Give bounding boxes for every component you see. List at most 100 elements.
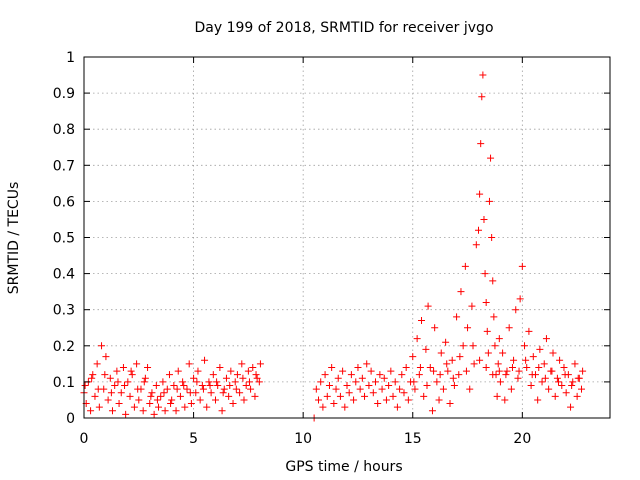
data-point <box>396 385 404 393</box>
data-point <box>330 400 338 408</box>
data-point <box>126 392 134 400</box>
data-point <box>488 234 496 241</box>
data-point <box>343 382 351 390</box>
data-point <box>466 385 474 393</box>
data-point <box>117 389 125 397</box>
data-point <box>236 389 244 397</box>
data-point <box>444 367 452 375</box>
data-point <box>507 385 515 393</box>
data-point <box>240 396 248 404</box>
data-point <box>475 226 482 234</box>
data-point <box>380 374 388 382</box>
data-point <box>398 371 406 379</box>
data-point <box>409 353 417 361</box>
data-point <box>426 363 434 371</box>
data-point <box>127 367 135 375</box>
data-point <box>439 385 447 393</box>
data-point <box>121 382 129 390</box>
data-point <box>472 241 480 249</box>
y-tick-label: 0.4 <box>53 267 75 283</box>
data-point <box>420 392 428 400</box>
data-point <box>554 378 562 386</box>
grid <box>84 57 610 418</box>
data-point <box>328 363 336 371</box>
data-point <box>134 385 142 393</box>
data-point <box>242 382 250 390</box>
data-point <box>146 400 154 408</box>
data-point <box>568 382 576 390</box>
data-point <box>159 378 167 386</box>
data-point <box>461 262 469 270</box>
data-point <box>579 367 587 375</box>
data-point <box>312 385 320 393</box>
y-tick-label: 0.3 <box>53 303 75 319</box>
data-point <box>98 342 106 350</box>
y-tick-label: 0.7 <box>53 158 75 174</box>
data-point <box>336 392 344 400</box>
data-point <box>201 356 209 364</box>
data-point <box>334 374 342 382</box>
x-tick-label: 15 <box>404 431 422 447</box>
y-tick-label: 1 <box>66 50 75 66</box>
data-point <box>226 382 234 390</box>
data-point <box>233 371 241 379</box>
data-point <box>442 338 450 346</box>
y-tick-label: 0.1 <box>53 375 75 391</box>
data-point <box>482 298 490 306</box>
data-point <box>499 349 507 357</box>
data-point <box>529 353 537 361</box>
data-point <box>567 403 575 411</box>
data-point <box>476 190 484 198</box>
data-point <box>416 363 424 371</box>
data-point <box>216 363 224 371</box>
data-point <box>152 382 160 390</box>
data-point <box>341 403 349 411</box>
data-point <box>361 392 369 400</box>
y-tick-label: 0.5 <box>53 231 75 247</box>
data-point <box>119 363 127 371</box>
data-point <box>496 378 504 386</box>
data-point <box>185 360 193 368</box>
data-point <box>358 374 366 382</box>
plot-frame <box>83 56 611 419</box>
data-point <box>484 349 492 357</box>
data-point <box>232 385 240 393</box>
data-point <box>469 342 477 350</box>
data-point <box>253 374 261 382</box>
y-tick-label: 0.8 <box>53 122 75 138</box>
data-point <box>453 313 461 321</box>
data-point <box>206 382 214 390</box>
data-point <box>470 360 478 368</box>
data-point <box>95 403 103 411</box>
data-point <box>560 363 568 371</box>
data-point <box>317 378 325 386</box>
data-point <box>180 382 188 390</box>
y-tick-label: 0.2 <box>53 339 75 355</box>
data-point <box>410 378 418 386</box>
x-axis-label: GPS time / hours <box>285 459 402 475</box>
data-point <box>578 385 586 393</box>
data-point <box>455 371 463 379</box>
data-point <box>179 378 187 386</box>
data-point <box>521 342 529 350</box>
data-point <box>160 389 168 397</box>
data-point <box>212 396 219 404</box>
data-point <box>459 342 467 350</box>
data-point <box>227 367 235 375</box>
data-point <box>556 356 564 364</box>
data-point <box>315 396 323 404</box>
x-tick-label: 10 <box>294 431 312 447</box>
data-point <box>345 389 353 397</box>
data-point <box>167 400 175 408</box>
data-point <box>367 367 375 375</box>
data-point <box>468 302 476 310</box>
data-point <box>523 363 531 371</box>
data-point <box>133 360 141 368</box>
data-point <box>193 378 201 386</box>
data-point <box>220 385 228 393</box>
data-point <box>491 342 499 350</box>
data-point <box>553 374 561 382</box>
data-point <box>549 349 557 357</box>
data-point <box>562 389 570 397</box>
